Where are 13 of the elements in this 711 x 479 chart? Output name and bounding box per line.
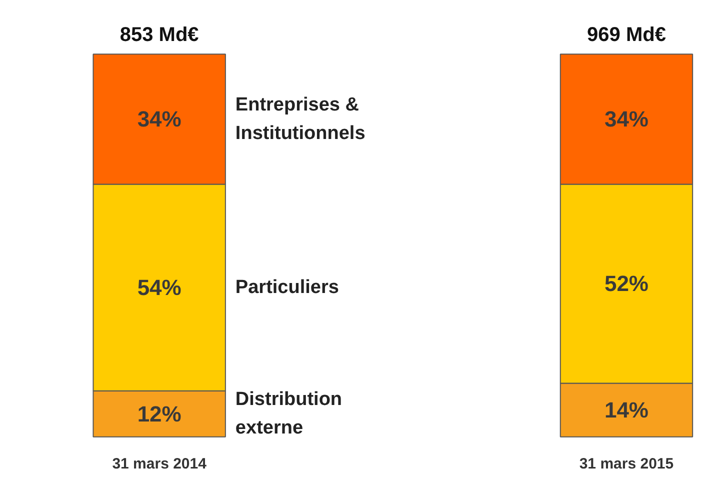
data-label: 52% <box>604 271 649 296</box>
series-label: Entreprises & Institutionnels <box>235 94 366 144</box>
data-label: 34% <box>604 106 649 132</box>
series-label: Distribution externe <box>235 389 342 439</box>
x-tick-label: 31 mars 2014 <box>112 456 208 472</box>
data-label: 34% <box>137 106 182 132</box>
annotation: 969 Md€ <box>587 24 666 46</box>
data-label: 12% <box>137 401 182 426</box>
data-label: 54% <box>137 275 182 300</box>
annotation: 853 Md€ <box>120 24 199 46</box>
x-tick-label: 31 mars 2015 <box>579 456 674 472</box>
series-label: Particuliers <box>235 277 339 298</box>
data-label: 14% <box>604 398 649 423</box>
